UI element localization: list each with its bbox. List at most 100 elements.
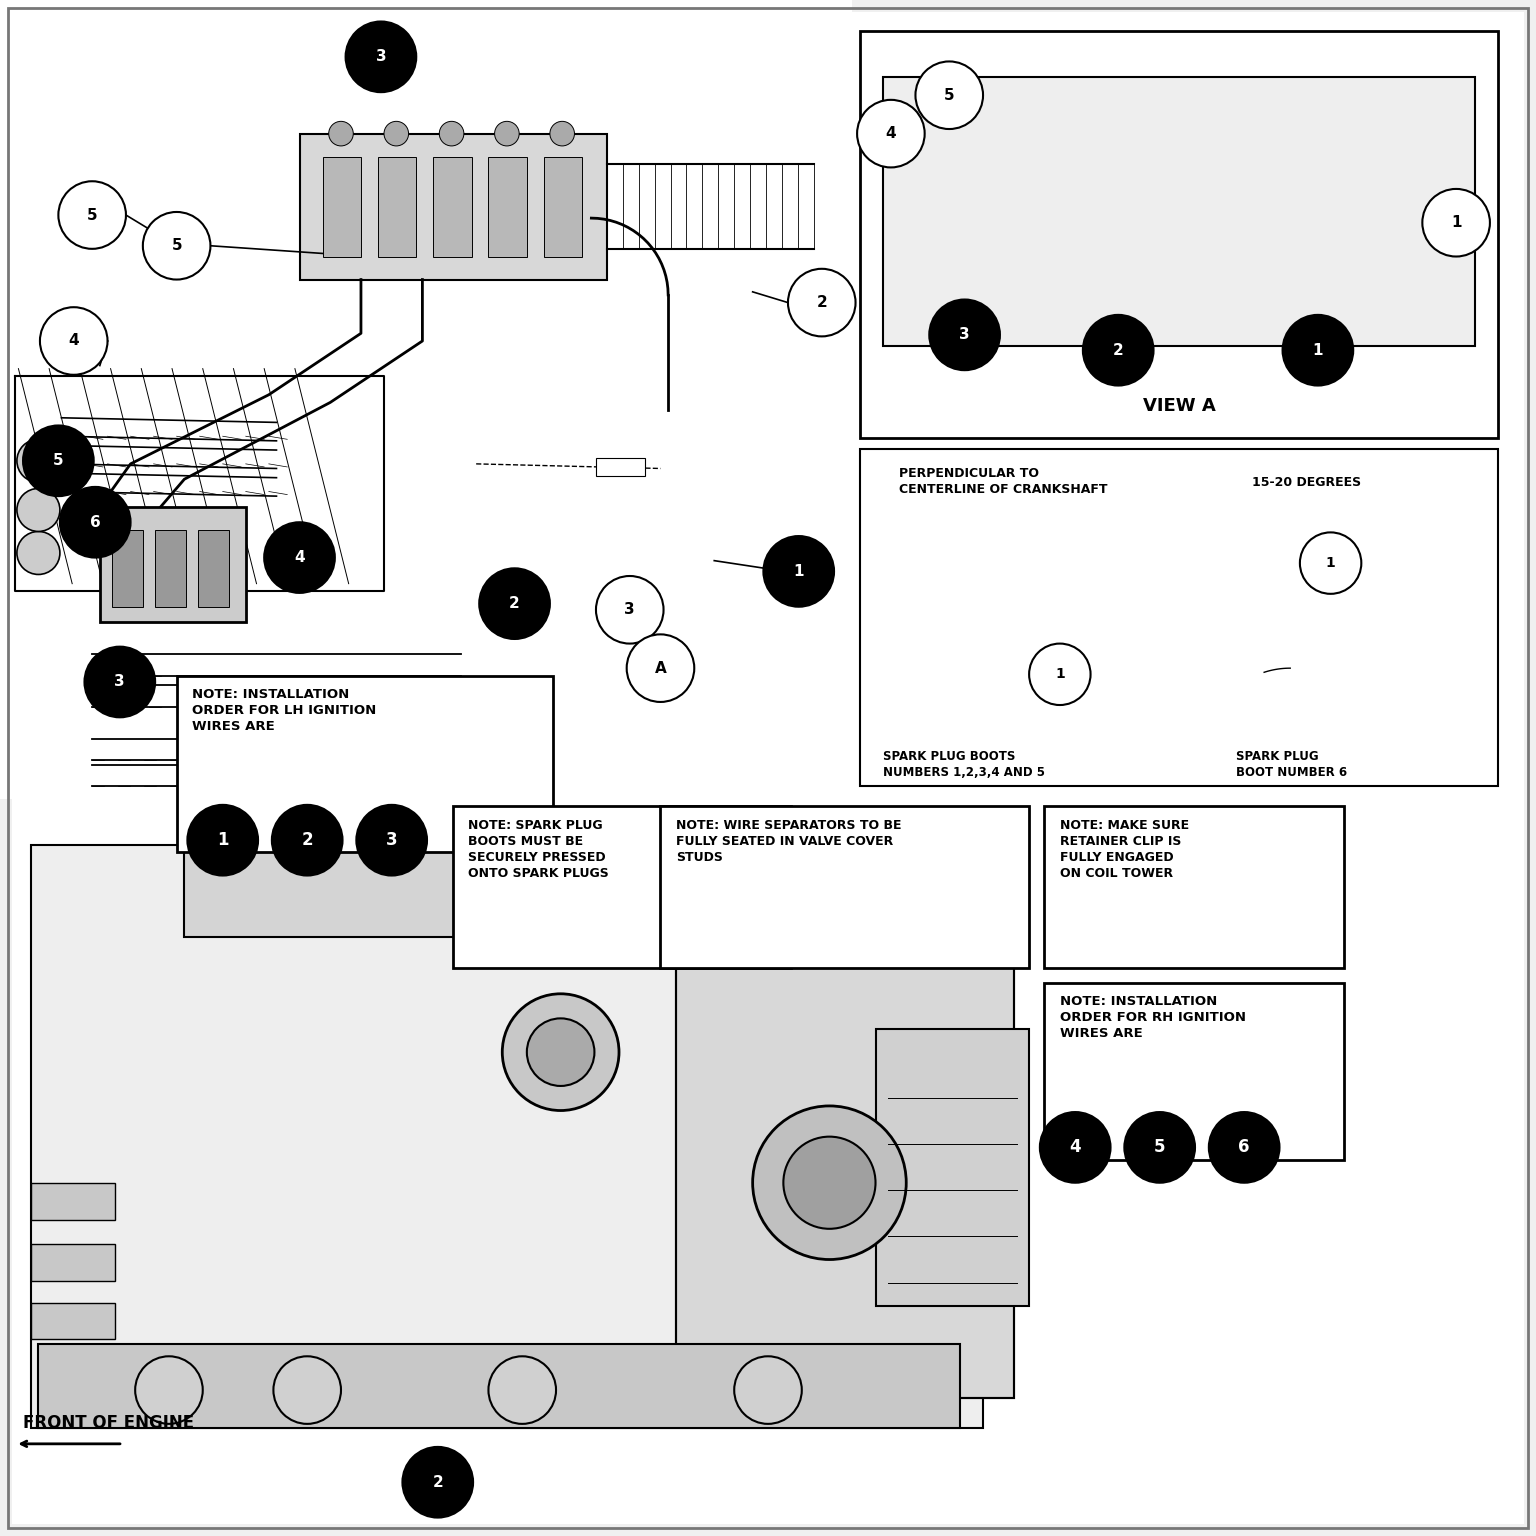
Text: 3: 3 xyxy=(625,602,634,617)
Bar xyxy=(676,937,1014,1398)
Text: A: A xyxy=(654,660,667,676)
Circle shape xyxy=(929,300,1000,370)
Circle shape xyxy=(1352,203,1407,258)
Circle shape xyxy=(1283,315,1353,386)
Bar xyxy=(433,157,472,257)
Circle shape xyxy=(1124,1112,1195,1183)
Text: NOTE: WIRE SEPARATORS TO BE
FULLY SEATED IN VALVE COVER
STUDS: NOTE: WIRE SEPARATORS TO BE FULLY SEATED… xyxy=(676,819,902,863)
Bar xyxy=(38,1344,960,1428)
Circle shape xyxy=(17,488,60,531)
Text: 2: 2 xyxy=(1114,343,1123,358)
Bar xyxy=(112,530,143,607)
Circle shape xyxy=(1422,189,1490,257)
Circle shape xyxy=(1143,181,1241,280)
Circle shape xyxy=(488,1356,556,1424)
Circle shape xyxy=(788,269,856,336)
Bar xyxy=(300,134,607,280)
Bar xyxy=(177,676,553,852)
Circle shape xyxy=(17,439,60,482)
Bar xyxy=(1044,806,1344,968)
Circle shape xyxy=(550,121,574,146)
Circle shape xyxy=(885,181,983,280)
Bar xyxy=(31,1303,115,1339)
Circle shape xyxy=(627,634,694,702)
Text: 5: 5 xyxy=(945,88,954,103)
Bar xyxy=(876,1029,1029,1306)
Circle shape xyxy=(1330,181,1428,280)
Bar xyxy=(323,157,361,257)
Bar xyxy=(883,77,1475,346)
Bar xyxy=(31,1244,115,1281)
Text: NOTE: SPARK PLUG
BOOTS MUST BE
SECURELY PRESSED
ONTO SPARK PLUGS: NOTE: SPARK PLUG BOOTS MUST BE SECURELY … xyxy=(468,819,610,880)
Circle shape xyxy=(502,994,619,1111)
Circle shape xyxy=(1299,533,1361,594)
Text: 1: 1 xyxy=(1326,556,1335,570)
Circle shape xyxy=(273,1356,341,1424)
Text: 4: 4 xyxy=(886,126,895,141)
Circle shape xyxy=(23,425,94,496)
Circle shape xyxy=(17,531,60,574)
Text: 4: 4 xyxy=(1069,1138,1081,1157)
Text: 5: 5 xyxy=(172,238,181,253)
Text: 5: 5 xyxy=(54,453,63,468)
Circle shape xyxy=(40,307,108,375)
Circle shape xyxy=(135,1356,203,1424)
Circle shape xyxy=(402,1447,473,1518)
Bar xyxy=(155,530,186,607)
Circle shape xyxy=(187,805,258,876)
Text: 6: 6 xyxy=(91,515,100,530)
Circle shape xyxy=(272,805,343,876)
Text: NOTE: INSTALLATION
ORDER FOR RH IGNITION
WIRES ARE: NOTE: INSTALLATION ORDER FOR RH IGNITION… xyxy=(1060,995,1246,1040)
Circle shape xyxy=(60,487,131,558)
Polygon shape xyxy=(949,548,992,759)
Circle shape xyxy=(58,181,126,249)
Circle shape xyxy=(1051,181,1149,280)
Circle shape xyxy=(439,121,464,146)
Bar xyxy=(31,1183,115,1220)
Text: 15-20 DEGREES: 15-20 DEGREES xyxy=(1252,476,1361,488)
Text: NOTE: INSTALLATION
ORDER FOR LH IGNITION
WIRES ARE: NOTE: INSTALLATION ORDER FOR LH IGNITION… xyxy=(192,688,376,733)
Circle shape xyxy=(356,805,427,876)
Circle shape xyxy=(915,61,983,129)
Text: 1: 1 xyxy=(794,564,803,579)
Text: 1: 1 xyxy=(1452,215,1461,230)
Circle shape xyxy=(84,647,155,717)
Circle shape xyxy=(1164,203,1220,258)
Circle shape xyxy=(1209,1112,1279,1183)
Text: 1: 1 xyxy=(217,831,229,849)
Text: SPARK PLUG
BOOT NUMBER 6: SPARK PLUG BOOT NUMBER 6 xyxy=(1236,750,1347,779)
Text: 3: 3 xyxy=(386,831,398,849)
Text: 2: 2 xyxy=(433,1475,442,1490)
Circle shape xyxy=(527,1018,594,1086)
Text: NOTE: MAKE SURE
RETAINER CLIP IS
FULLY ENGAGED
ON COIL TOWER: NOTE: MAKE SURE RETAINER CLIP IS FULLY E… xyxy=(1060,819,1189,880)
Circle shape xyxy=(989,203,1044,258)
Bar xyxy=(676,937,1014,1398)
Circle shape xyxy=(1029,644,1091,705)
Circle shape xyxy=(1260,203,1315,258)
Circle shape xyxy=(1072,203,1127,258)
Circle shape xyxy=(763,536,834,607)
Circle shape xyxy=(346,22,416,92)
Circle shape xyxy=(1083,315,1154,386)
Circle shape xyxy=(143,212,210,280)
Circle shape xyxy=(753,1106,906,1260)
Bar xyxy=(198,530,229,607)
Bar xyxy=(0,0,852,799)
Bar xyxy=(100,507,246,622)
Circle shape xyxy=(734,1356,802,1424)
Text: 5: 5 xyxy=(88,207,97,223)
Bar xyxy=(860,31,1498,438)
Bar xyxy=(488,157,527,257)
Circle shape xyxy=(783,1137,876,1229)
Circle shape xyxy=(384,121,409,146)
Circle shape xyxy=(906,203,962,258)
Text: 4: 4 xyxy=(69,333,78,349)
Bar xyxy=(378,157,416,257)
Circle shape xyxy=(495,121,519,146)
Bar xyxy=(1044,983,1344,1160)
Text: 3: 3 xyxy=(115,674,124,690)
Polygon shape xyxy=(1223,545,1296,771)
Text: 2: 2 xyxy=(510,596,519,611)
Circle shape xyxy=(1040,1112,1111,1183)
Circle shape xyxy=(1238,181,1336,280)
